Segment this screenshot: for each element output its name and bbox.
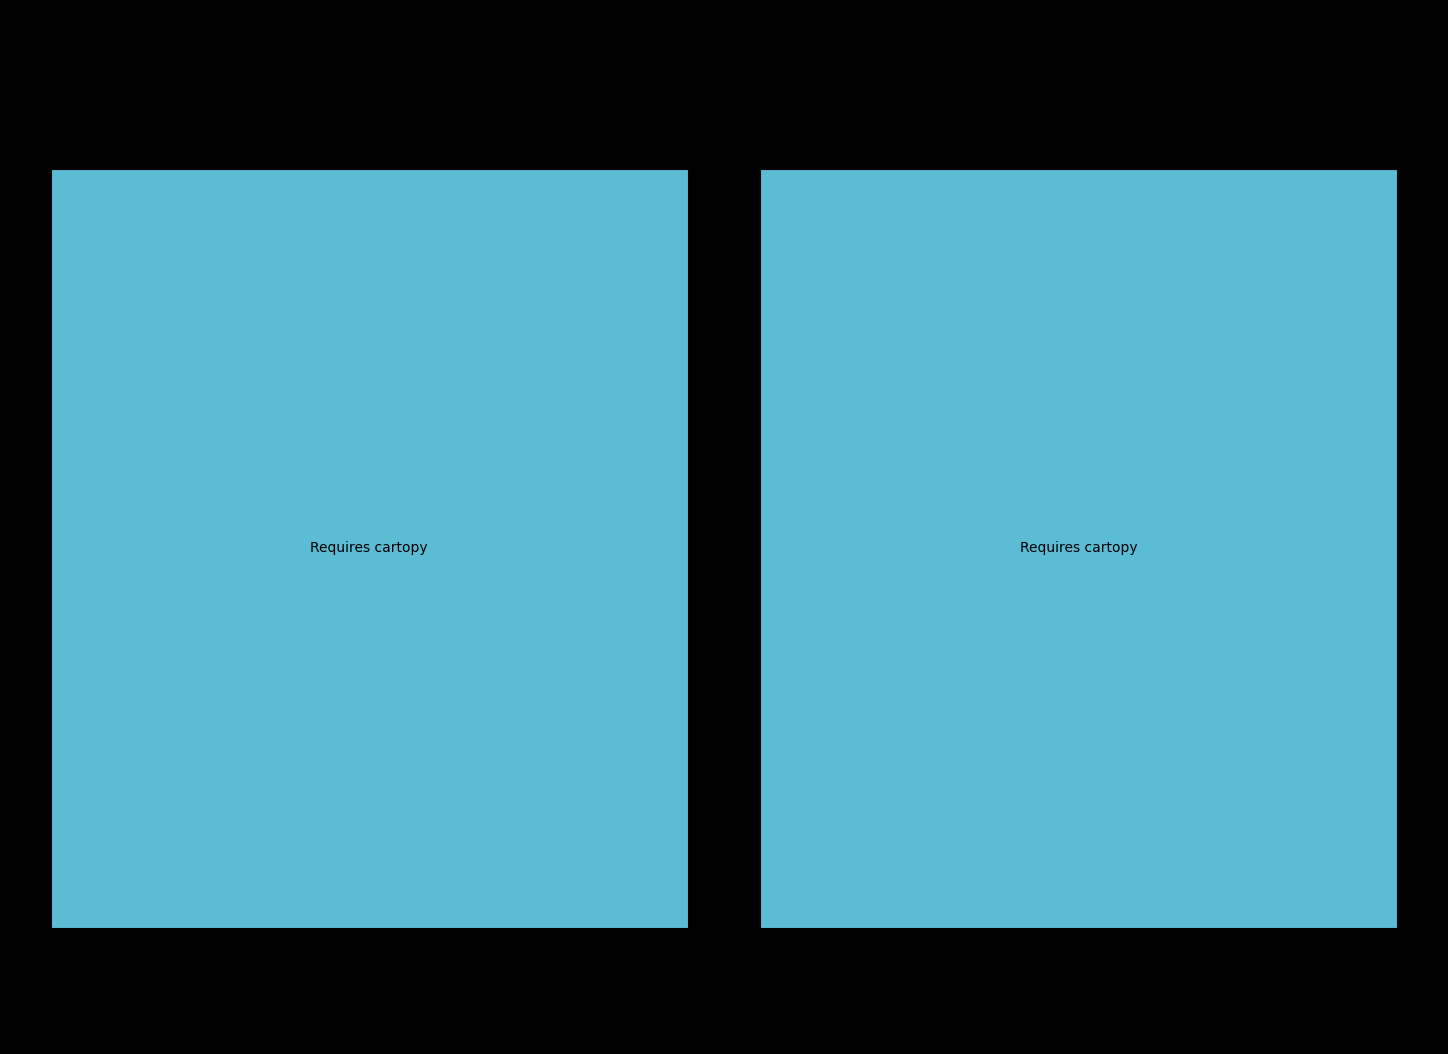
Text: Requires cartopy: Requires cartopy xyxy=(1019,541,1138,555)
Text: Requires cartopy: Requires cartopy xyxy=(310,541,429,555)
